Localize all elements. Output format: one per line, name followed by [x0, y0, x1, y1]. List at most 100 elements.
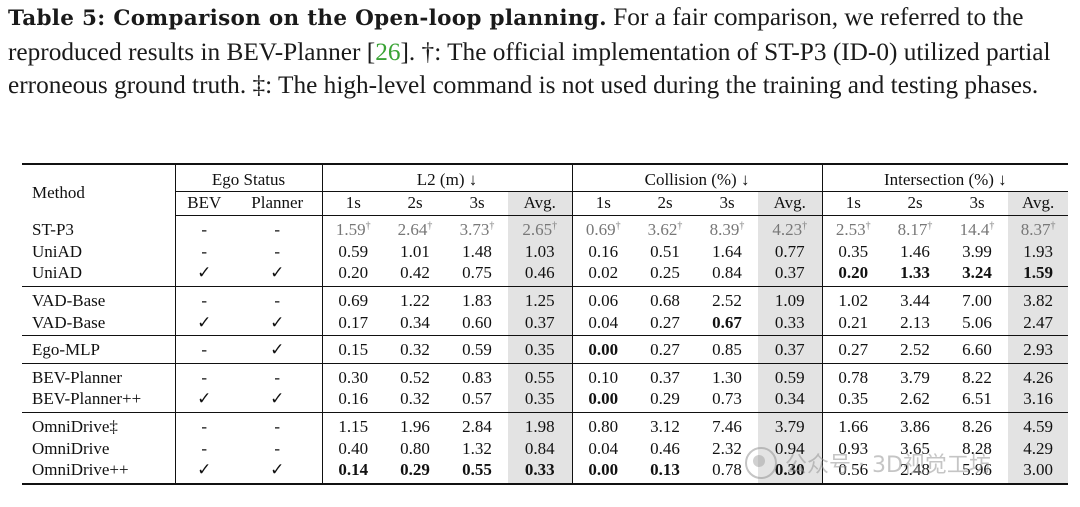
intersection-value: 7.00: [962, 290, 992, 310]
table-row: OmniDrive - -0.40 0.80 1.32 0.84 0.04 0.46 2.32 0…: [22, 437, 1069, 460]
l2-value: 0.55: [462, 460, 492, 480]
intersection-value-cell: 2.93: [1008, 335, 1069, 364]
planner-cell: -: [233, 437, 323, 460]
row-group: ST-P3- -1.59† 2.64† 3.73† 2.65† 0.69† 3.62† 8.3…: [22, 215, 1069, 287]
collision-value-cell: 0.77: [758, 240, 823, 263]
method-cell: Ego-MLP: [22, 335, 176, 364]
dagger-mark: †: [677, 220, 683, 232]
table-row: UniAD ✓ ✓ 0.20 0.42 0.75 0.46 0.02 0.25 0.84 0.37 0…: [22, 262, 1069, 287]
intersection-value-cell: 0.78: [822, 363, 884, 388]
intersection-value-cell: 3.24: [946, 262, 1009, 287]
collision-value: 0.00: [588, 340, 619, 360]
dagger-mark: †: [489, 220, 495, 232]
l2-value-cell: 1.83: [446, 286, 508, 311]
collision-value: 0.25: [650, 263, 680, 283]
collision-value-cell: 3.12: [634, 412, 696, 437]
header-planner: Planner: [233, 191, 323, 217]
method-cell: OmniDrive‡: [22, 412, 176, 438]
collision-value-cell: 1.64: [696, 241, 758, 263]
collision-value: 0.16: [588, 241, 619, 261]
l2-value: 0.32: [400, 340, 430, 360]
collision-value: 0.29: [650, 389, 680, 409]
header-l2: L2 (m) ↓: [322, 162, 573, 192]
method-cell: ST-P3: [22, 215, 176, 241]
l2-value-cell: 2.84: [446, 412, 508, 437]
collision-value: 0.33: [774, 312, 805, 332]
dagger-mark: †: [427, 220, 433, 232]
l2-value-cell: 0.75: [446, 262, 509, 287]
intersection-value-cell: 1.02: [822, 286, 884, 311]
collision-value-cell: 0.37: [758, 262, 823, 287]
intersection-value-cell: 0.27: [822, 335, 885, 364]
l2-value-cell: 0.55: [446, 459, 509, 485]
l2-value-cell: 1.25: [508, 286, 573, 312]
intersection-value: 6.51: [962, 389, 992, 409]
l2-value-cell: 0.57: [446, 388, 509, 413]
collision-value-cell: 0.37: [758, 335, 823, 364]
collision-value: 7.46: [712, 416, 742, 436]
l2-value: 0.16: [338, 389, 369, 409]
intersection-value-cell: 2.47: [1008, 311, 1069, 337]
l2-value-cell: 0.15: [322, 335, 385, 364]
l2-value-cell: 0.69: [322, 286, 384, 311]
l2-value-cell: 1.15: [322, 412, 384, 437]
dagger-mark: †: [552, 220, 558, 232]
l2-value-cell: 1.98: [508, 412, 573, 438]
header-method: Method: [22, 163, 176, 216]
intersection-value: 3.79: [900, 367, 930, 387]
l2-value: 0.60: [462, 312, 492, 332]
l2-value: 1.59: [335, 220, 366, 240]
collision-value-cell: 0.27: [634, 335, 697, 364]
l2-value-cell: 0.46: [508, 262, 573, 287]
method-cell: UniAD: [22, 240, 176, 263]
row-group: OmniDrive‡ - -1.15 1.96 2.84 1.98 0.80 3.12 7.46…: [22, 412, 1069, 485]
header-l2-3s: 3s: [446, 191, 509, 217]
intersection-value: 3.24: [962, 263, 992, 283]
intersection-value-cell: 7.00: [946, 286, 1008, 311]
intersection-value: 4.59: [1023, 416, 1053, 436]
collision-value-cell: 0.46: [634, 438, 696, 460]
collision-value-cell: 0.29: [634, 388, 697, 413]
planner-cell: -: [233, 286, 323, 312]
intersection-value: 1.46: [900, 241, 930, 261]
l2-value: 0.52: [400, 367, 430, 387]
intersection-value-cell: 6.60: [946, 335, 1009, 364]
collision-value: 3.62: [647, 220, 678, 240]
intersection-value-cell: 3.79: [884, 363, 946, 388]
intersection-value: 0.20: [838, 263, 869, 283]
l2-value-cell: 0.42: [384, 262, 447, 287]
intersection-value-cell: 2.52: [884, 335, 947, 364]
collision-value-cell: 2.52: [696, 286, 758, 311]
bev-cell: -: [201, 241, 208, 261]
l2-value-cell: 0.20: [322, 262, 385, 287]
method-cell: BEV-Planner: [22, 363, 176, 389]
collision-value: 0.59: [774, 367, 805, 387]
intersection-value-cell: 2.53†: [822, 216, 884, 241]
planner-cell: -: [233, 412, 323, 438]
bev-cell: -: [201, 367, 208, 387]
l2-value-cell: 0.29: [384, 459, 447, 485]
header-int-1s: 1s: [822, 191, 885, 217]
collision-value-cell: 0.10: [572, 363, 634, 388]
collision-value: 0.02: [588, 263, 619, 283]
l2-value: 0.15: [338, 340, 369, 360]
intersection-value: 0.56: [838, 460, 869, 480]
l2-value-cell: 1.96: [384, 412, 446, 437]
collision-value-cell: 0.59: [758, 363, 823, 389]
intersection-value: 5.06: [962, 312, 992, 332]
intersection-value-cell: 3.44: [884, 286, 946, 311]
intersection-value: 1.93: [1023, 241, 1053, 261]
intersection-value: 3.86: [900, 416, 930, 436]
intersection-value: 4.26: [1023, 367, 1053, 387]
intersection-value-cell: 5.96: [946, 459, 1009, 485]
intersection-value-cell: 0.56: [822, 459, 885, 485]
l2-value-cell: 0.83: [446, 363, 508, 388]
l2-value-cell: 0.33: [508, 459, 573, 485]
planner-cell: -: [233, 363, 323, 389]
citation-link[interactable]: 26: [375, 37, 401, 66]
intersection-value-cell: 8.37†: [1008, 215, 1069, 241]
intersection-value-cell: 8.22: [946, 363, 1008, 388]
l2-value-cell: 0.30: [322, 363, 384, 388]
l2-value: 0.80: [400, 438, 430, 458]
bev-cell: ✓: [175, 262, 233, 287]
